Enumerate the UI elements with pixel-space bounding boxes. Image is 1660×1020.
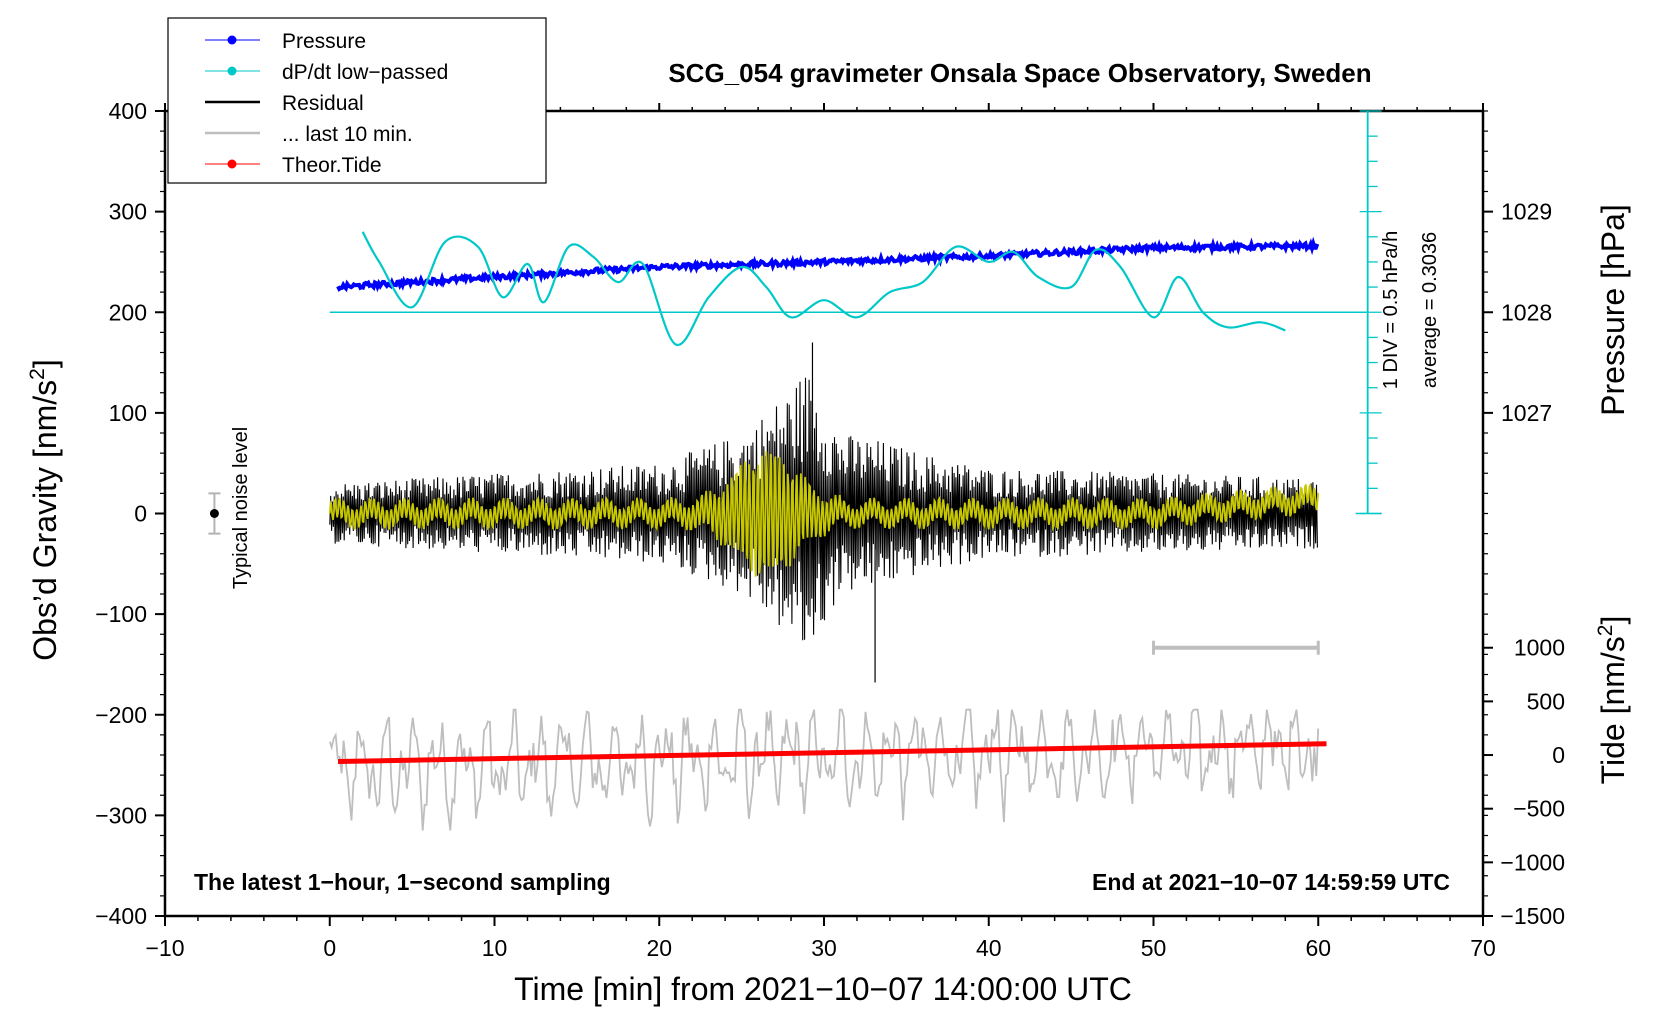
x-tick-label: 70 <box>1470 935 1496 961</box>
x-tick-label: 40 <box>976 935 1002 961</box>
tide-tick-label: 500 <box>1527 688 1565 714</box>
y-tick-label: −100 <box>95 601 147 627</box>
legend-marker-pressure <box>227 35 237 45</box>
annotation-layer <box>208 110 1382 655</box>
legend-label-residual: Residual <box>282 92 364 115</box>
legend-marker-tide <box>227 159 237 169</box>
series-dpdt <box>361 231 1286 346</box>
y-tick-label: 100 <box>109 400 147 426</box>
legend-label-tide: Theor.Tide <box>282 154 382 177</box>
series-theor-tide <box>337 741 1327 764</box>
y-tick-label: 400 <box>109 98 147 124</box>
y-tick-label: 200 <box>109 299 147 325</box>
tide-tick-label: 1000 <box>1514 635 1565 661</box>
x-tick-label: 60 <box>1305 935 1331 961</box>
x-tick-label: 10 <box>482 935 508 961</box>
tide-tick-label: −500 <box>1513 796 1565 822</box>
series-layer <box>328 231 1327 831</box>
y-axis-title-left-end: ] <box>27 359 63 368</box>
y-tick-label: −200 <box>95 702 147 728</box>
chart-title: SCG_054 gravimeter Onsala Space Observat… <box>668 58 1371 88</box>
axes-layer: −10 0 10 20 30 40 50 60 704003002001000−100−200−… <box>95 98 1565 961</box>
noise-bar-dot <box>209 509 219 518</box>
legend-label-pressure: Pressure <box>282 30 366 53</box>
footer-left: The latest 1−hour, 1−second sampling <box>194 869 611 895</box>
y-tick-label: 300 <box>109 199 147 225</box>
y-axis-title-tide: Tide [nm/s2] <box>1594 616 1631 785</box>
series-residual <box>329 377 1318 641</box>
y-tick-label: −300 <box>95 802 147 828</box>
y-axis-title-tide-end: ] <box>1595 616 1631 625</box>
y-axis-title-tide-sup: 2 <box>1594 625 1617 637</box>
pressure-tick-label: 1029 <box>1501 199 1552 225</box>
series-pressure <box>336 236 1320 293</box>
scale-note-1: 1 DIV = 0.5 hPa/h <box>1380 231 1402 389</box>
legend-box <box>167 17 547 184</box>
legend-label-dpdt: dP/dt low−passed <box>282 61 448 84</box>
scale-note-2: average = 0.3036 <box>1419 232 1441 388</box>
x-tick-label: −10 <box>145 935 184 961</box>
series-residual-smoothed <box>328 451 1320 577</box>
x-tick-label: 30 <box>811 935 837 961</box>
y-tick-label: −400 <box>95 903 147 929</box>
legend-marker-dpdt <box>227 66 237 76</box>
y-axis-title-left: Obs’d Gravity [nm/s2] <box>26 359 63 661</box>
x-tick-label: 20 <box>646 935 672 961</box>
x-tick-label: 0 <box>323 935 336 961</box>
y-axis-title-left-main: Obs’d Gravity [nm/s <box>27 380 63 661</box>
y-tick-label: 0 <box>134 501 147 527</box>
tide-tick-label: 0 <box>1552 742 1565 768</box>
x-tick-label: 50 <box>1141 935 1167 961</box>
legend-label-last10: ... last 10 min. <box>282 123 413 146</box>
tide-tick-label: −1000 <box>1500 849 1565 875</box>
y-axis-title-left-sup: 2 <box>26 368 49 380</box>
y-axis-title-tide-main: Tide [nm/s <box>1595 636 1631 784</box>
pressure-tick-label: 1027 <box>1501 400 1552 426</box>
tide-tick-label: −1500 <box>1500 903 1565 929</box>
y-axis-title-pressure: Pressure [hPa] <box>1595 204 1631 416</box>
footer-right: End at 2021−10−07 14:59:59 UTC <box>1092 869 1450 895</box>
legend: Pressure dP/dt low−passed Residual ... l… <box>167 17 547 184</box>
x-axis-title: Time [min] from 2021−10−07 14:00:00 UTC <box>514 971 1132 1007</box>
series-last-10-min <box>328 708 1320 831</box>
pressure-tick-label: 1028 <box>1501 299 1552 325</box>
noise-level-label: Typical noise level <box>230 427 252 589</box>
